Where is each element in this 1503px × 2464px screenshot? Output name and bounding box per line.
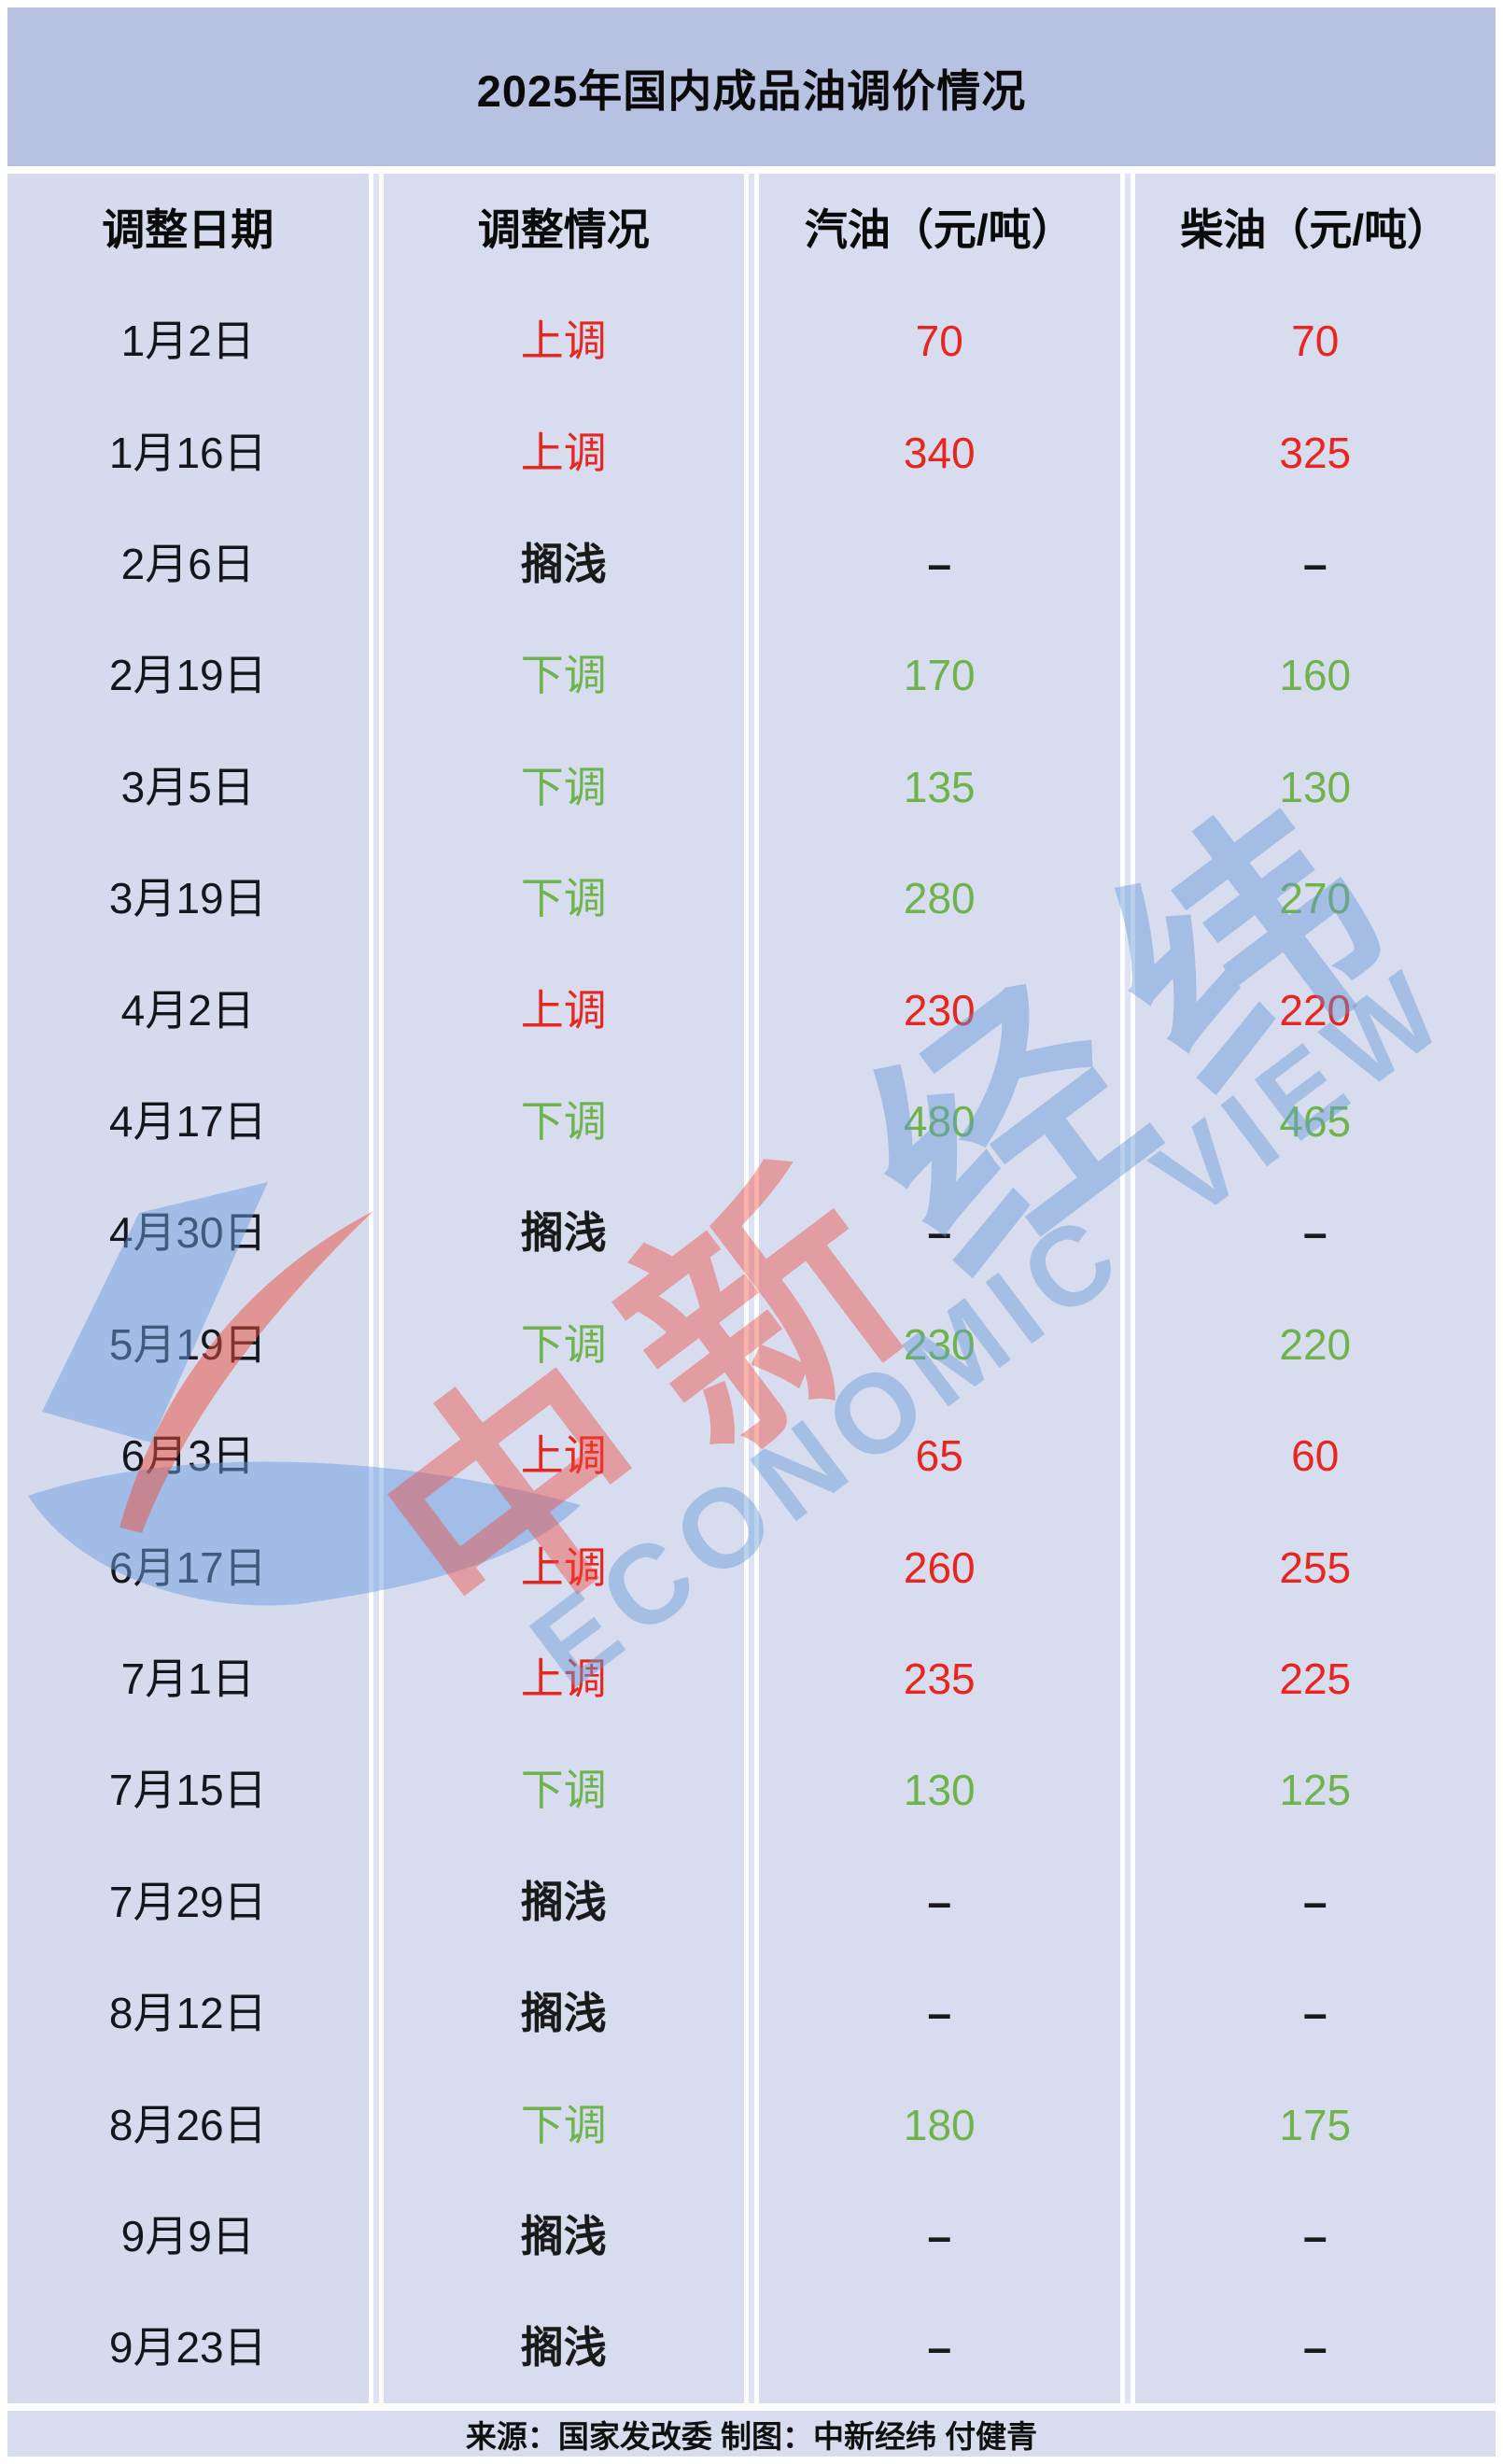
diesel-cell: 325 <box>1279 428 1352 477</box>
gasoline-cell: 180 <box>903 2100 976 2149</box>
status-cell: 下调 <box>520 762 607 811</box>
column-status: 调整情况 上调 上调 搁浅 下调 下调 下调 上调 下调 搁浅 下调 上调 上调 上调 下调 搁浅 搁浅 下调 搁浅… <box>383 174 744 2403</box>
date-cell: 7月1日 <box>120 1654 255 1703</box>
status-cell: 上调 <box>520 985 607 1035</box>
diesel-cell: 270 <box>1279 874 1352 923</box>
status-cell: 搁浅 <box>520 1989 607 2038</box>
status-cell: 下调 <box>520 2100 607 2149</box>
status-cell: 下调 <box>520 1766 607 1815</box>
column-diesel: 柴油（元/吨） 70 325 – 160 130 270 220 465 – 220 60 255 225… <box>1134 174 1496 2403</box>
date-cell: 3月19日 <box>108 874 267 923</box>
date-cell: 3月5日 <box>120 762 255 811</box>
date-cell: 4月17日 <box>108 1096 267 1146</box>
status-cell: 搁浅 <box>520 1208 607 1258</box>
column-gasoline: 汽油（元/吨） 70 340 – 170 135 280 230 480 – 230 65 260 235… <box>759 174 1120 2403</box>
diesel-cell: 130 <box>1279 762 1352 811</box>
date-cell: 1月16日 <box>108 428 267 477</box>
diesel-cell: 60 <box>1291 1431 1340 1481</box>
status-cell: 上调 <box>520 1431 607 1481</box>
gasoline-cell: 70 <box>915 317 963 366</box>
gasoline-cell: – <box>927 1208 952 1258</box>
column-header: 汽油（元/吨） <box>804 204 1075 254</box>
footer-band: 来源：国家发改委 制图：中新经纬 付健青 <box>7 2411 1496 2457</box>
gasoline-cell: – <box>927 539 952 588</box>
status-cell: 上调 <box>520 1654 607 1703</box>
diesel-cell: – <box>1302 1989 1327 2038</box>
gasoline-cell: 280 <box>903 874 976 923</box>
diesel-cell: 70 <box>1291 317 1340 366</box>
diesel-cell: 465 <box>1279 1096 1352 1146</box>
diesel-cell: 125 <box>1279 1766 1352 1815</box>
date-cell: 5月19日 <box>108 1319 267 1369</box>
status-cell: 搁浅 <box>520 539 607 588</box>
status-cell: 下调 <box>520 1319 607 1369</box>
status-cell: 搁浅 <box>520 1877 607 1926</box>
diesel-cell: – <box>1302 539 1327 588</box>
date-cell: 8月26日 <box>108 2100 267 2149</box>
title-band: 2025年国内成品油调价情况 <box>7 7 1496 166</box>
date-cell: 4月30日 <box>108 1208 267 1258</box>
gasoline-cell: – <box>927 2212 952 2261</box>
diesel-cell: 255 <box>1279 1542 1352 1592</box>
gasoline-cell: 340 <box>903 428 976 477</box>
date-cell: 6月17日 <box>108 1542 267 1592</box>
date-cell: 7月29日 <box>108 1877 267 1926</box>
gasoline-cell: – <box>927 1989 952 2038</box>
date-cell: 2月19日 <box>108 651 267 700</box>
column-divider <box>744 174 759 2403</box>
status-cell: 下调 <box>520 651 607 700</box>
status-cell: 上调 <box>520 317 607 366</box>
gasoline-cell: – <box>927 2323 952 2372</box>
date-cell: 1月2日 <box>120 317 255 366</box>
column-divider <box>1119 174 1135 2403</box>
status-cell: 上调 <box>520 1542 607 1592</box>
gasoline-cell: 230 <box>903 1319 976 1369</box>
gasoline-cell: 260 <box>903 1542 976 1592</box>
status-cell: 上调 <box>520 428 607 477</box>
diesel-cell: – <box>1302 2323 1327 2372</box>
gasoline-cell: 230 <box>903 985 976 1035</box>
status-cell: 搁浅 <box>520 2212 607 2261</box>
diesel-cell: – <box>1302 1877 1327 1926</box>
date-cell: 4月2日 <box>120 985 255 1035</box>
price-table: 调整日期 1月2日 1月16日 2月6日 2月19日 3月5日 3月19日 4月2日 4月17日… <box>7 174 1496 2403</box>
gasoline-cell: 65 <box>915 1431 963 1481</box>
diesel-cell: – <box>1302 1208 1327 1258</box>
diesel-cell: 160 <box>1279 651 1352 700</box>
gasoline-cell: 130 <box>903 1766 976 1815</box>
date-cell: 9月23日 <box>108 2323 267 2372</box>
diesel-cell: 220 <box>1279 985 1352 1035</box>
gasoline-cell: 480 <box>903 1096 976 1146</box>
gasoline-cell: 170 <box>903 651 976 700</box>
column-header: 柴油（元/吨） <box>1180 204 1451 254</box>
date-cell: 9月9日 <box>120 2212 255 2261</box>
gasoline-cell: 135 <box>903 762 976 811</box>
column-date: 调整日期 1月2日 1月16日 2月6日 2月19日 3月5日 3月19日 4月2日 4月17日… <box>7 174 369 2403</box>
date-cell: 6月3日 <box>120 1431 255 1481</box>
date-cell: 7月15日 <box>108 1766 267 1815</box>
column-divider <box>368 174 384 2403</box>
column-header: 调整日期 <box>102 204 274 254</box>
page-title: 2025年国内成品油调价情况 <box>476 65 1027 116</box>
diesel-cell: 175 <box>1279 2100 1352 2149</box>
diesel-cell: 225 <box>1279 1654 1352 1703</box>
gasoline-cell: 235 <box>903 1654 976 1703</box>
source-credit: 来源：国家发改委 制图：中新经纬 付健青 <box>465 2418 1038 2454</box>
diesel-cell: 220 <box>1279 1319 1352 1369</box>
date-cell: 8月12日 <box>108 1989 267 2038</box>
gasoline-cell: – <box>927 1877 952 1926</box>
diesel-cell: – <box>1302 2212 1327 2261</box>
column-header: 调整情况 <box>477 204 650 254</box>
date-cell: 2月6日 <box>120 539 255 588</box>
status-cell: 下调 <box>520 1096 607 1146</box>
status-cell: 搁浅 <box>520 2323 607 2372</box>
status-cell: 下调 <box>520 874 607 923</box>
